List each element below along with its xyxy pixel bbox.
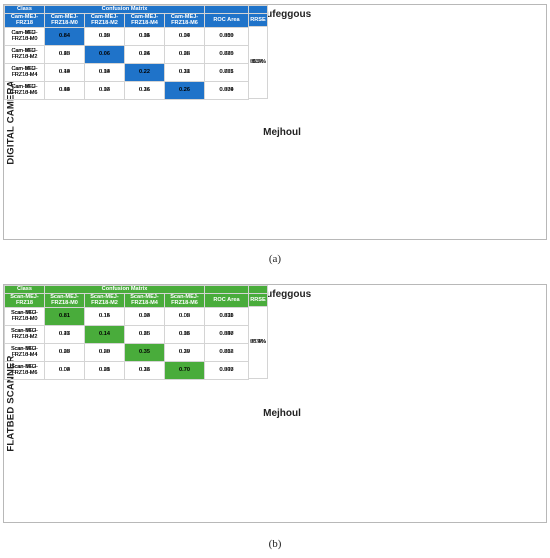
group-title-mejhoul: Mejhoul xyxy=(263,127,301,138)
table-row: Cam-MEJ-FRZ18-M2 0.43 0.06 0.26 0.26 0.629 xyxy=(4,44,249,64)
matrix-cell: 0.41 xyxy=(44,324,85,344)
matrix-cell: 0.11 xyxy=(164,324,205,344)
row-header: Scan-MEJ-FRZ18-M0 xyxy=(4,306,45,326)
table-row: Cam-MEJ-FRZ18-M4 0.49 0.14 0.22 0.16 0.687 xyxy=(4,62,249,82)
rrse-value: 90.4% xyxy=(248,306,268,379)
diagonal-cell: 0.14 xyxy=(84,324,125,344)
matrix-cell: 0.35 xyxy=(124,324,165,344)
column-header: Scan-MEJ-FRZ18-M2 xyxy=(84,293,125,308)
confusion-matrix-header: Confusion Matrix xyxy=(44,285,205,294)
row-header: Cam-MEJ-FRZ18-M0 xyxy=(4,26,45,46)
matrix-cell: 0.49 xyxy=(44,62,85,82)
roc-area-cell: 0.629 xyxy=(204,44,249,64)
column-header: Scan-MEJ-FRZ18-M4 xyxy=(124,293,165,308)
matrix-cell: 0.02 xyxy=(164,306,205,326)
roc-area-cell: 0.674 xyxy=(204,80,249,100)
table-row: Cam-MEJ-FRZ18-M0 0.84 0.00 0.05 0.10 0.810 xyxy=(4,26,249,46)
roc-area-cell: 0.833 xyxy=(204,306,249,326)
matrix-cell: 0.20 xyxy=(164,342,205,362)
matrix-cell: 0.43 xyxy=(44,44,85,64)
confusion-matrix-table: Class Confusion Matrix Cam-MEJ-FRZ18 Cam-ME… xyxy=(4,5,249,100)
confusion-matrix-header: Confusion Matrix xyxy=(44,5,205,14)
row-header: Cam-MEJ-FRZ18-M6 xyxy=(4,80,45,100)
rrse-header: RRSE xyxy=(248,293,268,307)
diagonal-cell: 0.35 xyxy=(124,342,165,362)
matrix-cell: 0.16 xyxy=(164,62,205,82)
matrix-cell: 0.14 xyxy=(84,306,125,326)
rrse-column: RRSE 90.4% xyxy=(248,285,268,379)
table-row: Scan-MEJ-FRZ18-M0 0.81 0.14 0.03 0.02 0.833 xyxy=(4,306,249,326)
diagonal-cell: 0.81 xyxy=(44,306,85,326)
matrix-cell: 0.10 xyxy=(84,360,125,380)
class-header: Class xyxy=(4,5,45,14)
matrix-cell: 0.05 xyxy=(124,26,165,46)
table-row: Cam-MEJ-FRZ18-M6 0.45 0.13 0.16 0.26 0.674 xyxy=(4,80,249,100)
matrix-cell: 0.00 xyxy=(84,26,125,46)
roc-area-cell: 0.558 xyxy=(204,324,249,344)
roc-area-header: ROC Area xyxy=(204,293,249,308)
matrix-cell: 0.16 xyxy=(124,80,165,100)
table-row: Scan-MEJ-FRZ18-M4 0.23 0.23 0.35 0.20 0.702 xyxy=(4,342,249,362)
matrix-cell: 0.23 xyxy=(44,342,85,362)
group-title-boufeggous: Boufeggous xyxy=(252,289,312,300)
rrse-header-spacer xyxy=(248,5,268,14)
roc-area-header: ROC Area xyxy=(204,13,249,28)
diagonal-cell: 0.06 xyxy=(84,44,125,64)
matrix-cell: 0.45 xyxy=(44,80,85,100)
matrix-cell: 0.26 xyxy=(124,44,165,64)
caption-b: (b) xyxy=(268,538,282,550)
row-header: Scan-MEJ-FRZ18-M6 xyxy=(4,360,45,380)
panel-flatbed-scanner: FLATBED SCANNER Boufeggous ClassConfusio… xyxy=(3,284,547,523)
roc-area-cell: 0.687 xyxy=(204,62,249,82)
roc-area-cell: 0.810 xyxy=(204,26,249,46)
diagonal-cell: 0.70 xyxy=(164,360,205,380)
table-row: Scan-MEJ-FRZ18-M2 0.41 0.14 0.35 0.11 0.558 xyxy=(4,324,249,344)
group-title-mejhoul: Mejhoul xyxy=(263,408,301,419)
roc-area-cell: 0.702 xyxy=(204,342,249,362)
column-header: Cam-MEJ-FRZ18-M0 xyxy=(44,13,85,28)
row-header: Scan-MEJ-FRZ18-M2 xyxy=(4,324,45,344)
row-header: Cam-MEJ-FRZ18-M4 xyxy=(4,62,45,82)
roc-area-cell: 0.909 xyxy=(204,360,249,380)
roc-header-spacer xyxy=(204,5,249,14)
rrse-column: RRSE 93% xyxy=(248,5,268,99)
matrix-cell: 0.26 xyxy=(164,44,205,64)
roc-header-spacer xyxy=(204,285,249,294)
class-name-header: Scan-MEJ-FRZ18 xyxy=(4,293,45,308)
group-title-boufeggous: Boufeggous xyxy=(252,9,312,20)
row-header: Cam-MEJ-FRZ18-M2 xyxy=(4,44,45,64)
table-row: Scan-MEJ-FRZ18-M6 0.03 0.10 0.18 0.70 0.909 xyxy=(4,360,249,380)
column-header: Scan-MEJ-FRZ18-M0 xyxy=(44,293,85,308)
column-header: Cam-MEJ-FRZ18-M4 xyxy=(124,13,165,28)
diagonal-cell: 0.26 xyxy=(164,80,205,100)
caption-a: (a) xyxy=(268,253,282,265)
rrse-header: RRSE xyxy=(248,13,268,27)
diagonal-cell: 0.84 xyxy=(44,26,85,46)
matrix-cell: 0.23 xyxy=(84,342,125,362)
panel-digital-camera: DIGITAL CAMERA Boufeggous ClassConfusion… xyxy=(3,4,547,240)
column-header: Cam-MEJ-FRZ18-M2 xyxy=(84,13,125,28)
matrix-cell: 0.18 xyxy=(124,360,165,380)
column-header: Cam-MEJ-FRZ18-M6 xyxy=(164,13,205,28)
matrix-cell: 0.14 xyxy=(84,62,125,82)
matrix-cell: 0.03 xyxy=(44,360,85,380)
matrix-cell: 0.13 xyxy=(84,80,125,100)
rrse-value: 93% xyxy=(248,26,268,99)
column-header: Scan-MEJ-FRZ18-M6 xyxy=(164,293,205,308)
matrix-cell: 0.03 xyxy=(124,306,165,326)
class-name-header: Cam-MEJ-FRZ18 xyxy=(4,13,45,28)
class-header: Class xyxy=(4,285,45,294)
diagonal-cell: 0.22 xyxy=(124,62,165,82)
confusion-matrix-table: Class Confusion Matrix Scan-MEJ-FRZ18 Scan-… xyxy=(4,285,249,380)
rrse-header-spacer xyxy=(248,285,268,294)
matrix-cell: 0.10 xyxy=(164,26,205,46)
row-header: Scan-MEJ-FRZ18-M4 xyxy=(4,342,45,362)
